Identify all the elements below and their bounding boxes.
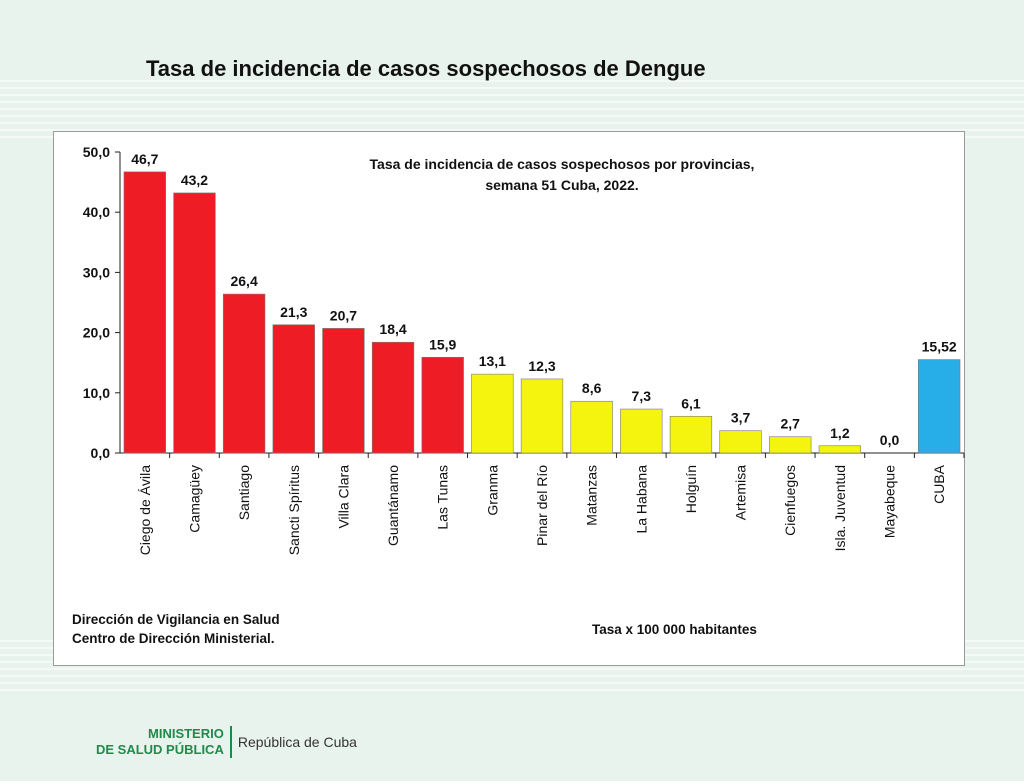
unit-note: Tasa x 100 000 habitantes [592, 622, 757, 637]
bar [570, 400, 613, 454]
category-label: Sancti Spíritus [286, 465, 302, 555]
category-label: Mayabeque [882, 465, 898, 538]
y-tick-label: 30,0 [83, 264, 110, 280]
category-label: Cienfuegos [782, 465, 798, 536]
bar-value-label: 2,7 [781, 416, 801, 432]
category-label: Guantánamo [385, 465, 401, 546]
bar-value-label: 1,2 [830, 425, 850, 441]
bar [918, 359, 961, 454]
bar-value-label: 20,7 [330, 307, 357, 323]
chart-panel: Tasa de incidencia de casos sospechosos … [53, 131, 965, 666]
country-label: República de Cuba [237, 734, 357, 750]
bar [222, 293, 266, 454]
bar [520, 378, 564, 454]
bar-value-label: 6,1 [681, 395, 701, 411]
ministry-line2: DE SALUD PÚBLICA [96, 742, 224, 757]
bar-value-label: 7,3 [632, 388, 652, 404]
bar [471, 373, 514, 454]
background-stripes-top [0, 80, 1024, 140]
category-label: Matanzas [584, 465, 600, 526]
source-line1: Dirección de Vigilancia en Salud [72, 612, 280, 627]
category-label: Santiago [236, 465, 252, 520]
category-label: Granma [484, 465, 500, 516]
bar-value-label: 3,7 [731, 410, 751, 426]
bar [123, 171, 166, 454]
source-line2: Centro de Dirección Ministerial. [72, 631, 275, 646]
category-label: CUBA [931, 464, 947, 504]
category-label: Holguín [683, 465, 699, 513]
y-tick-label: 10,0 [83, 385, 110, 401]
y-tick-label: 0,0 [91, 445, 111, 461]
chart-title-line2: semana 51 Cuba, 2022. [485, 177, 638, 193]
bar-chart: Tasa de incidencia de casos sospechosos … [83, 144, 965, 555]
category-label: La Habana [633, 465, 649, 534]
y-tick-label: 20,0 [83, 325, 110, 341]
category-label: Las Tunas [435, 465, 451, 530]
bar [719, 430, 762, 454]
bar [173, 192, 216, 454]
category-label: Isla. Juventud [832, 465, 848, 551]
bar-value-label: 15,52 [922, 339, 957, 355]
ministry-logo: MINISTERIO DE SALUD PÚBLICA [96, 726, 232, 758]
y-tick-label: 40,0 [83, 204, 110, 220]
category-label: Ciego de Ávila [137, 465, 153, 555]
chart-title-line1: Tasa de incidencia de casos sospechosos … [370, 156, 755, 172]
bar-value-label: 46,7 [131, 151, 158, 167]
ministry-line1: MINISTERIO [148, 726, 224, 741]
bar [272, 324, 315, 454]
category-label: Villa Clara [335, 465, 351, 529]
bar-value-label: 43,2 [181, 172, 208, 188]
bar [421, 356, 464, 454]
bar [818, 445, 862, 454]
bars: 46,7 Ciego de Ávila 43,2 Camagüey 26,4 Santia… [123, 151, 965, 555]
bar-value-label: 18,4 [379, 321, 406, 337]
bar-value-label: 8,6 [582, 380, 602, 396]
category-label: Artemisa [733, 465, 749, 520]
category-label: Camagüey [186, 465, 202, 533]
category-label: Pinar del Río [534, 465, 550, 546]
bar-value-label: 12,3 [528, 358, 555, 374]
bar [371, 341, 415, 454]
bar-value-label: 26,4 [230, 273, 257, 289]
y-axis: 0,0 10,0 20,0 30,0 40,0 50,0 [83, 144, 964, 461]
footer: MINISTERIO DE SALUD PÚBLICA República de… [96, 722, 357, 762]
bar [322, 328, 365, 454]
bar-value-label: 13,1 [479, 353, 506, 369]
bar [620, 408, 663, 454]
bar-value-label: 0,0 [880, 432, 900, 448]
source-note: Dirección de Vigilancia en Salud Centro … [72, 610, 280, 648]
bar-value-label: 15,9 [429, 336, 456, 352]
bar [769, 436, 812, 454]
slide-title: Tasa de incidencia de casos sospechosos … [146, 56, 706, 81]
y-tick-label: 50,0 [83, 144, 110, 160]
bar [669, 415, 713, 454]
bar-value-label: 21,3 [280, 304, 307, 320]
